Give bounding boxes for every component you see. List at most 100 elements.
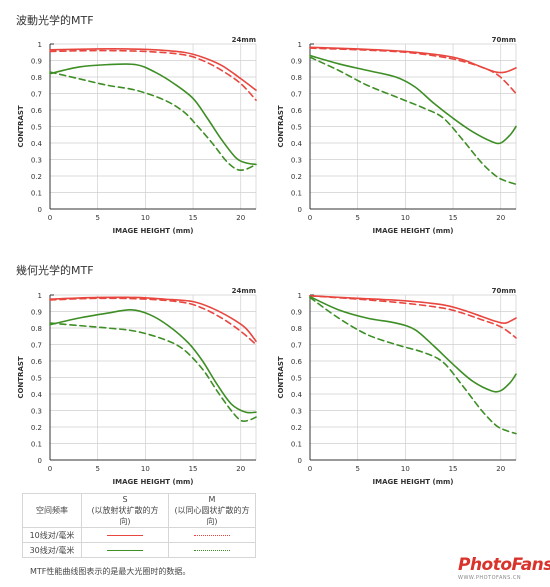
y-tick-label: 0	[38, 206, 42, 214]
legend-table: 空间频率 S (以放射状扩散的方向) M (以同心圆状扩散的方向) 10线对/毫…	[22, 493, 256, 558]
legend-s-subtitle: (以放射状扩散的方向)	[91, 506, 159, 526]
section-title-wave-mtf: 波動光学的MTF	[16, 14, 94, 27]
legend-header-s: S (以放射状扩散的方向)	[81, 493, 169, 528]
y-tick-label: 0.8	[291, 74, 302, 82]
y-tick-label: 0	[298, 457, 302, 465]
series-line-s30	[309, 295, 517, 393]
legend-swatch-30lp-m	[168, 542, 256, 558]
series-line-m10	[309, 47, 517, 95]
y-tick-label: 0.4	[291, 140, 303, 148]
y-tick-label: 0.6	[31, 358, 43, 366]
y-tick-label: 0.6	[291, 107, 303, 115]
footnote: MTF性能曲线图表示的是最大光圈时的数据。	[30, 567, 191, 576]
series-line-s10	[49, 296, 257, 342]
x-tick-label: 15	[189, 214, 198, 222]
y-axis-label: CONTRAST	[17, 356, 25, 399]
legend-swatch-30lp-s	[81, 542, 169, 558]
y-tick-label: 0.1	[31, 190, 42, 198]
x-tick-label: 0	[308, 465, 312, 473]
chart-geometric-24mm: 00.10.20.30.40.50.60.70.80.910 5 10 15 2024m…	[17, 287, 257, 486]
y-tick-label: 0.6	[291, 358, 303, 366]
legend-row-10lp: 10线对/毫米	[22, 527, 256, 543]
legend-s-title: S	[122, 495, 128, 504]
y-tick-label: 0.5	[291, 375, 302, 383]
y-axis-label: CONTRAST	[277, 105, 285, 148]
y-tick-label: 0.9	[291, 309, 302, 317]
legend-header-row: 空间频率 S (以放射状扩散的方向) M (以同心圆状扩散的方向)	[22, 493, 256, 528]
y-tick-label: 0.2	[31, 173, 42, 181]
series-line-s30	[49, 309, 257, 414]
y-tick-label: 0.9	[31, 309, 42, 317]
x-tick-label: 0	[48, 214, 52, 222]
y-tick-label: 0.3	[291, 408, 302, 416]
chart-wave-24mm: 00.10.20.30.40.50.60.70.80.910 5 10 15 2024m…	[17, 36, 257, 235]
logo-sub-text: WWW.PHOTOFANS.CN	[458, 575, 522, 581]
y-tick-label: 0.9	[31, 58, 42, 66]
y-tick-label: 0.7	[31, 342, 42, 350]
chart-wave-70mm: 00.10.20.30.40.50.60.70.80.910 5 10 15 2070m…	[277, 36, 517, 235]
y-tick-label: 0.2	[291, 173, 302, 181]
legend-header-m: M (以同心圆状扩散的方向)	[168, 493, 256, 528]
x-tick-label: 15	[449, 465, 458, 473]
x-tick-label: 10	[401, 214, 410, 222]
y-tick-label: 0.8	[31, 325, 42, 333]
x-axis-label: IMAGE HEIGHT (mm)	[373, 478, 454, 486]
legend-row-30lp-label: 30线对/毫米	[22, 542, 82, 558]
y-tick-label: 0.1	[291, 441, 302, 449]
y-tick-label: 0.2	[291, 424, 302, 432]
chart-title: 70mm	[492, 36, 516, 44]
y-tick-label: 0.3	[291, 157, 302, 165]
series-line-m30	[309, 56, 517, 186]
series-line-m10	[49, 297, 257, 346]
y-tick-label: 0.6	[31, 107, 43, 115]
y-tick-label: 1	[38, 41, 42, 49]
series-line-m10	[309, 295, 517, 339]
y-tick-label: 0.1	[291, 190, 302, 198]
x-tick-label: 20	[236, 465, 245, 473]
legend-row-30lp: 30线对/毫米	[22, 542, 256, 558]
x-axis-label: IMAGE HEIGHT (mm)	[373, 227, 454, 235]
legend-swatch-10lp-m	[168, 527, 256, 543]
y-axis-label: CONTRAST	[277, 356, 285, 399]
x-tick-label: 5	[355, 465, 359, 473]
x-tick-label: 10	[141, 465, 150, 473]
section-title-geometric-mtf: 幾何光学的MTF	[16, 264, 94, 277]
y-tick-label: 0.8	[291, 325, 302, 333]
x-tick-label: 20	[496, 214, 505, 222]
legend-header-label: 空间频率	[22, 493, 82, 528]
y-tick-label: 0.1	[31, 441, 42, 449]
y-tick-label: 0.4	[31, 140, 43, 148]
y-tick-label: 1	[298, 292, 302, 300]
y-tick-label: 0.5	[291, 124, 302, 132]
chart-title: 24mm	[232, 287, 256, 295]
legend-row-10lp-label: 10线对/毫米	[22, 527, 82, 543]
x-tick-label: 20	[496, 465, 505, 473]
x-tick-label: 20	[236, 214, 245, 222]
x-tick-label: 0	[48, 465, 52, 473]
chart-title: 24mm	[232, 36, 256, 44]
legend-m-subtitle: (以同心圆状扩散的方向)	[174, 506, 250, 526]
y-tick-label: 1	[298, 41, 302, 49]
x-tick-label: 5	[95, 214, 99, 222]
y-tick-label: 0.9	[291, 58, 302, 66]
series-line-m30	[309, 296, 517, 435]
y-tick-label: 0.3	[31, 408, 42, 416]
chart-title: 70mm	[492, 287, 516, 295]
x-axis-label: IMAGE HEIGHT (mm)	[113, 227, 194, 235]
y-tick-label: 0.4	[31, 391, 43, 399]
y-axis-label: CONTRAST	[17, 105, 25, 148]
y-tick-label: 0	[298, 206, 302, 214]
x-tick-label: 5	[355, 214, 359, 222]
y-tick-label: 0.7	[31, 91, 42, 99]
series-line-m30	[49, 322, 257, 423]
series-line-m30	[49, 71, 257, 172]
y-tick-label: 0.5	[31, 375, 42, 383]
y-tick-label: 1	[38, 292, 42, 300]
y-tick-label: 0.2	[31, 424, 42, 432]
series-line-s10	[309, 46, 517, 74]
x-axis-label: IMAGE HEIGHT (mm)	[113, 478, 194, 486]
y-tick-label: 0.7	[291, 342, 302, 350]
y-tick-label: 0.8	[31, 74, 42, 82]
x-tick-label: 10	[141, 214, 150, 222]
y-tick-label: 0	[38, 457, 42, 465]
